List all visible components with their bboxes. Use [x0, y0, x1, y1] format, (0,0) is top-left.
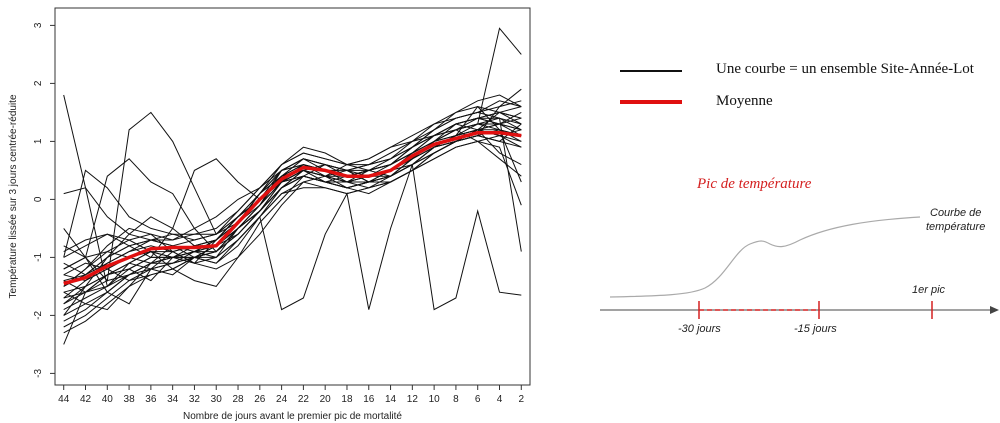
y-tick-label: 1 [33, 138, 44, 144]
legend-swatch-mean [620, 100, 682, 104]
site-year-lot-curve [63, 88, 522, 282]
legend-item-curves: Une courbe = un ensemble Site-Année-Lot [620, 60, 1000, 78]
schematic-curve-label-line2: température [926, 221, 985, 233]
legend-label-curves: Une courbe = un ensemble Site-Année-Lot [716, 61, 974, 77]
x-tick-label: 18 [341, 394, 353, 405]
site-year-lot-curve [63, 164, 522, 311]
legend: Une courbe = un ensemble Site-Année-Lot … [620, 60, 1000, 124]
site-year-lot-curve [63, 129, 522, 299]
x-axis: 44 42 40 38 36 34 32 30 28 26 24 22 20 18 16 14 12 10 8 6 4 2 [58, 385, 525, 405]
temperature-peak-schematic: -30 jours -15 jours 1er pic Courbe de te… [600, 207, 999, 335]
x-tick-label: 38 [124, 394, 136, 405]
schematic-label-30-jours: -30 jours [678, 323, 721, 335]
site-year-lot-curve [63, 117, 522, 311]
site-year-lot-curve [63, 135, 522, 322]
site-year-lot-curve [63, 129, 522, 264]
site-year-lot-curve [63, 27, 522, 305]
y-tick-label: -2 [33, 311, 44, 320]
x-tick-label: 30 [211, 394, 223, 405]
schematic-temperature-curve [609, 216, 921, 298]
y-tick-label: 2 [33, 80, 44, 86]
legend-swatch-curves [620, 70, 682, 72]
schematic-label-first-peak: 1er pic [912, 284, 946, 296]
mean-curve [63, 130, 522, 286]
site-year-lot-curve [63, 129, 522, 287]
x-axis-label: Nombre de jours avant le premier pic de … [183, 411, 402, 422]
legend-label-mean: Moyenne [716, 93, 773, 109]
x-tick-label: 42 [80, 394, 92, 405]
schematic-label-15-jours: -15 jours [794, 323, 837, 335]
schematic-curve-label-line1: Courbe de [930, 207, 981, 219]
x-tick-label: 8 [453, 394, 459, 405]
x-tick-label: 36 [145, 394, 157, 405]
site-year-lot-curve [63, 117, 522, 287]
x-tick-label: 24 [276, 394, 288, 405]
x-tick-label: 34 [167, 394, 179, 405]
y-axis: -3 -2 -1 0 1 2 3 [33, 22, 55, 378]
y-tick-label: -1 [33, 253, 44, 262]
x-tick-label: 6 [475, 394, 481, 405]
y-tick-label: -3 [33, 369, 44, 378]
y-axis-label: Température lissée sur 3 jours centrée-r… [8, 94, 19, 298]
x-tick-label: 32 [189, 394, 201, 405]
legend-item-mean: Moyenne [620, 92, 1000, 110]
site-year-lot-curve [63, 111, 522, 287]
plot-frame [54, 7, 531, 386]
x-tick-label: 20 [320, 394, 332, 405]
x-tick-label: 22 [298, 394, 310, 405]
mean-curve-layer [63, 130, 522, 286]
x-tick-label: 10 [429, 394, 441, 405]
x-tick-label: 12 [407, 394, 419, 405]
x-tick-label: 28 [232, 394, 244, 405]
x-tick-label: 14 [385, 394, 397, 405]
schematic-title: Pic de température [697, 176, 812, 192]
site-year-lot-curve [63, 129, 522, 334]
x-tick-label: 4 [497, 394, 503, 405]
site-year-lot-curve [63, 123, 522, 316]
x-tick-label: 44 [58, 394, 70, 405]
site-year-lot-curves [63, 27, 522, 345]
x-tick-label: 16 [363, 394, 375, 405]
site-year-lot-curve [63, 123, 522, 305]
site-year-lot-curve [63, 111, 522, 328]
x-tick-label: 26 [254, 394, 266, 405]
schematic-axis-arrow [990, 306, 999, 314]
x-tick-label: 40 [102, 394, 114, 405]
y-tick-label: 3 [33, 22, 44, 28]
site-year-lot-curve [63, 123, 522, 345]
y-tick-label: 0 [33, 196, 44, 202]
x-tick-label: 2 [519, 394, 525, 405]
